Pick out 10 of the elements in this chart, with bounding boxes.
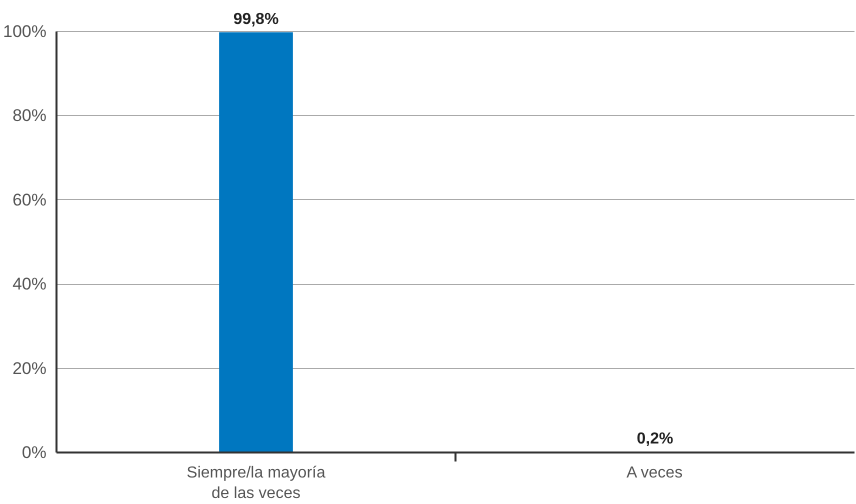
data-label: 99,8%: [233, 11, 279, 28]
y-tick-label: 80%: [12, 106, 47, 126]
y-tick-label: 60%: [12, 190, 47, 210]
y-tick-label: 20%: [12, 358, 47, 378]
y-tick-label: 100%: [3, 22, 47, 41]
x-tick-label: A veces: [626, 464, 683, 482]
y-tick-label: 40%: [12, 274, 47, 294]
data-label: 0,2%: [636, 430, 674, 448]
y-tick-label: 0%: [22, 443, 47, 462]
x-tick-label: Siempre/la mayoría de las veces: [186, 464, 326, 502]
